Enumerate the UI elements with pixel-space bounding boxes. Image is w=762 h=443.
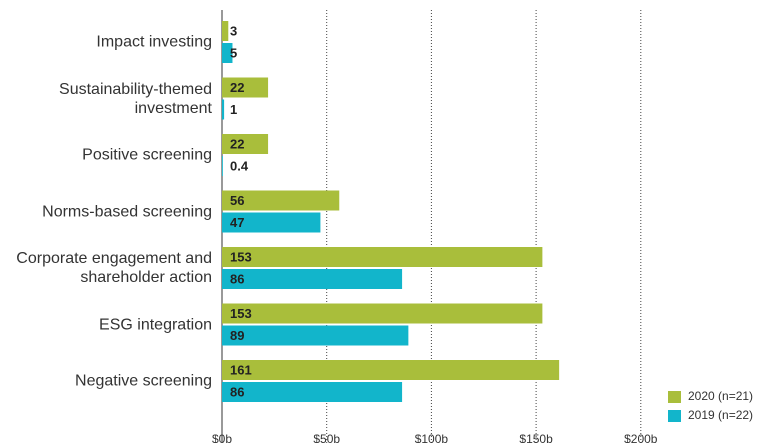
category-label: ESG integration xyxy=(99,316,212,333)
value-label: 22 xyxy=(230,80,244,95)
category-label: Sustainability-themed investment xyxy=(59,80,212,117)
x-tick-label: $50b xyxy=(313,432,340,443)
category-label: Corporate engagement and shareholder act… xyxy=(16,250,212,286)
bar xyxy=(222,190,340,211)
value-label: 56 xyxy=(230,193,244,208)
bar xyxy=(222,325,409,346)
bar xyxy=(222,360,560,380)
value-label: 22 xyxy=(230,136,244,151)
x-tick-label: $100b xyxy=(415,432,449,443)
value-label: 0.4 xyxy=(230,158,249,173)
bar xyxy=(222,269,403,289)
bar xyxy=(222,303,543,324)
value-label: 86 xyxy=(230,271,244,286)
value-label: 153 xyxy=(230,306,252,321)
legend-label: 2019 (n=22) xyxy=(688,408,753,422)
value-label: 47 xyxy=(230,215,244,230)
value-label: 5 xyxy=(230,45,237,60)
bar xyxy=(222,156,223,176)
bar xyxy=(222,21,229,41)
value-label: 3 xyxy=(230,23,237,38)
x-tick-label: $150b xyxy=(519,432,553,443)
bar xyxy=(222,77,269,98)
category-label: Negative screening xyxy=(75,372,212,390)
value-label: 153 xyxy=(230,249,252,264)
x-tick-label: $200b xyxy=(624,432,658,443)
value-label: 89 xyxy=(230,328,244,343)
bar xyxy=(222,99,225,120)
category-label: Norms-based screening xyxy=(42,203,212,220)
bar xyxy=(222,212,321,233)
legend-label: 2020 (n=21) xyxy=(688,389,753,403)
bar xyxy=(222,382,403,402)
bar xyxy=(222,134,269,154)
legend-swatch xyxy=(668,391,681,403)
value-label: 1 xyxy=(230,102,237,117)
category-label: Impact investing xyxy=(96,33,212,51)
legend-swatch xyxy=(668,410,681,422)
value-label: 86 xyxy=(230,384,244,399)
bar xyxy=(222,247,543,267)
category-label: Positive screening xyxy=(82,146,212,164)
value-label: 161 xyxy=(230,362,252,377)
bar xyxy=(222,43,233,63)
